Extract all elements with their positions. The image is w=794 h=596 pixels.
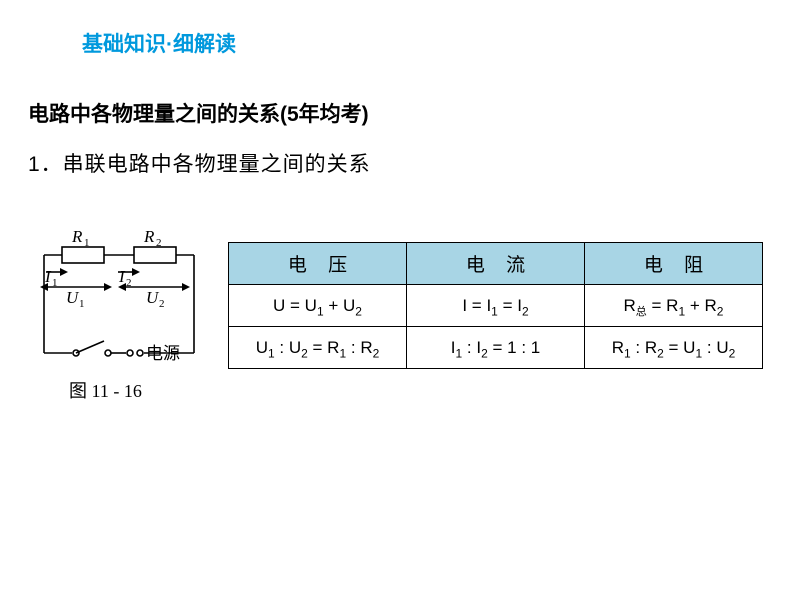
svg-text:I: I bbox=[118, 267, 126, 286]
cell-current-ratio: I1 : I2 = 1 : 1 bbox=[407, 327, 585, 369]
col-current: 电 流 bbox=[407, 243, 585, 285]
section-header: 基础知识·细解读 bbox=[82, 28, 236, 58]
page-title: 电路中各物理量之间的关系(5年均考) bbox=[28, 98, 369, 128]
table-header-row: 电 压 电 流 电 阻 bbox=[229, 243, 763, 285]
svg-text:1: 1 bbox=[52, 277, 58, 289]
col-resistance: 电 阻 bbox=[585, 243, 763, 285]
cell-voltage-ratio: U1 : U2 = R1 : R2 bbox=[229, 327, 407, 369]
svg-text:2: 2 bbox=[159, 298, 165, 310]
svg-text:R: R bbox=[143, 227, 155, 246]
svg-text:R: R bbox=[71, 227, 83, 246]
circuit-svg: R1 R2 I1 I2 U1 U2 电源 bbox=[34, 225, 209, 395]
svg-text:2: 2 bbox=[156, 237, 162, 249]
relations-table: 电 压 电 流 电 阻 U = U1 + U2 I = I1 = I2 R总 =… bbox=[228, 242, 763, 369]
circuit-diagram: R1 R2 I1 I2 U1 U2 电源 图 11 - 16 bbox=[34, 225, 209, 395]
svg-text:U: U bbox=[66, 288, 80, 307]
svg-text:1: 1 bbox=[79, 298, 85, 310]
diagram-caption: 图 11 - 16 bbox=[69, 377, 142, 403]
svg-text:I: I bbox=[44, 267, 52, 286]
svg-text:2: 2 bbox=[126, 277, 132, 289]
cell-voltage-sum: U = U1 + U2 bbox=[229, 285, 407, 327]
cell-resistance-ratio: R1 : R2 = U1 : U2 bbox=[585, 327, 763, 369]
cell-resistance-sum: R总 = R1 + R2 bbox=[585, 285, 763, 327]
subtitle: 1．串联电路中各物理量之间的关系 bbox=[28, 148, 371, 178]
svg-text:1: 1 bbox=[84, 237, 90, 249]
svg-text:U: U bbox=[146, 288, 160, 307]
col-voltage: 电 压 bbox=[229, 243, 407, 285]
table-row: U1 : U2 = R1 : R2 I1 : I2 = 1 : 1 R1 : R… bbox=[229, 327, 763, 369]
cell-current-equal: I = I1 = I2 bbox=[407, 285, 585, 327]
table-row: U = U1 + U2 I = I1 = I2 R总 = R1 + R2 bbox=[229, 285, 763, 327]
svg-text:电源: 电源 bbox=[146, 344, 180, 363]
